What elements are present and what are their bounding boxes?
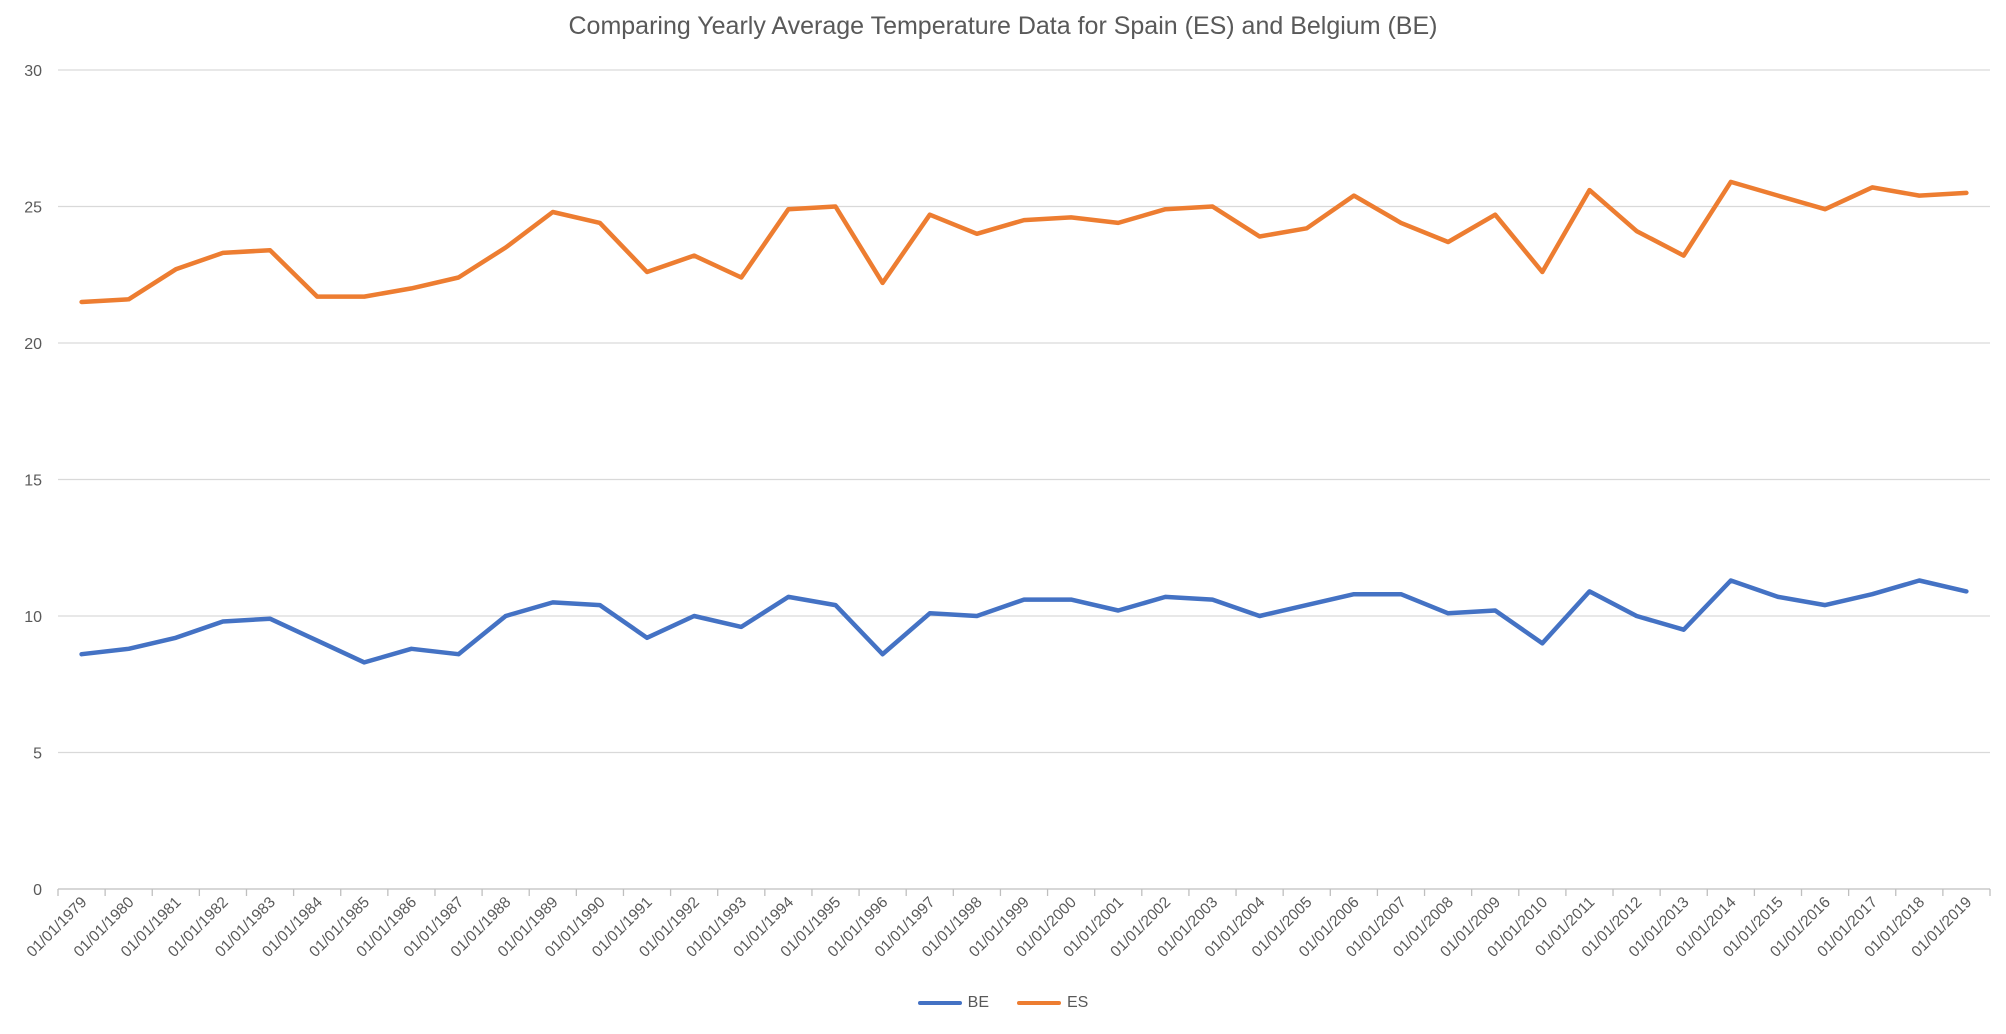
legend-item-es: ES <box>1017 994 1088 1012</box>
y-tick-label: 5 <box>33 746 42 763</box>
series-line-be <box>79 578 1969 665</box>
legend: BE ES <box>0 994 2006 1012</box>
legend-item-be: BE <box>917 994 989 1012</box>
legend-swatch-es <box>1017 1001 1061 1005</box>
series-line-es <box>79 179 1969 305</box>
y-tick-label: 10 <box>24 609 42 626</box>
y-tick-label: 20 <box>24 336 42 353</box>
y-tick-label: 0 <box>33 882 42 899</box>
legend-label-be: BE <box>967 994 989 1011</box>
legend-label-es: ES <box>1067 994 1089 1011</box>
y-tick-label: 30 <box>24 63 42 80</box>
legend-swatch-be <box>917 1001 962 1005</box>
y-tick-label: 15 <box>24 473 42 490</box>
y-tick-label: 25 <box>24 200 42 217</box>
chart-title: Comparing Yearly Average Temperature Dat… <box>568 12 1438 40</box>
